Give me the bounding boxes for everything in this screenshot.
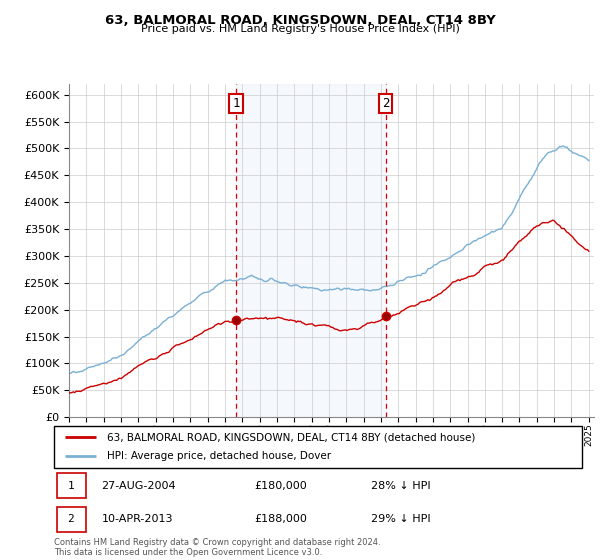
Text: Price paid vs. HM Land Registry's House Price Index (HPI): Price paid vs. HM Land Registry's House … [140, 24, 460, 34]
Text: 1: 1 [68, 481, 74, 491]
Text: Contains HM Land Registry data © Crown copyright and database right 2024.
This d: Contains HM Land Registry data © Crown c… [54, 538, 380, 557]
Text: 2: 2 [68, 515, 74, 524]
Bar [236, 84, 386, 417]
Text: 29% ↓ HPI: 29% ↓ HPI [371, 515, 430, 524]
Text: HPI: Average price, detached house, Dover: HPI: Average price, detached house, Dove… [107, 451, 331, 461]
FancyBboxPatch shape [56, 473, 86, 498]
Text: £188,000: £188,000 [254, 515, 308, 524]
Text: 2: 2 [382, 97, 389, 110]
FancyBboxPatch shape [56, 507, 86, 532]
Text: 10-APR-2013: 10-APR-2013 [101, 515, 173, 524]
Text: £180,000: £180,000 [254, 481, 307, 491]
Text: 28% ↓ HPI: 28% ↓ HPI [371, 481, 430, 491]
FancyBboxPatch shape [54, 426, 582, 468]
Text: 63, BALMORAL ROAD, KINGSDOWN, DEAL, CT14 8BY (detached house): 63, BALMORAL ROAD, KINGSDOWN, DEAL, CT14… [107, 432, 475, 442]
Text: 1: 1 [232, 97, 240, 110]
Text: 63, BALMORAL ROAD, KINGSDOWN, DEAL, CT14 8BY: 63, BALMORAL ROAD, KINGSDOWN, DEAL, CT14… [104, 14, 496, 27]
Text: 27-AUG-2004: 27-AUG-2004 [101, 481, 176, 491]
